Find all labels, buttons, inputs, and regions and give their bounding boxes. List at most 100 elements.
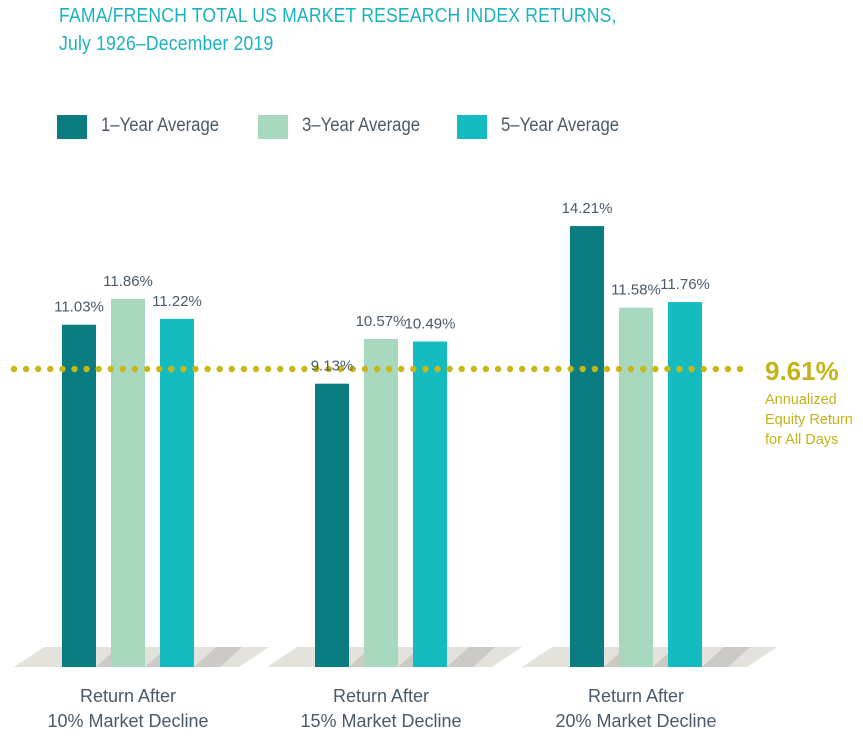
reference-line-dot	[10, 365, 18, 373]
reference-line-dot	[95, 365, 102, 373]
reference-line-dot	[603, 365, 611, 373]
reference-line-dot	[47, 365, 54, 373]
legend-swatch-1-year	[57, 115, 87, 139]
reference-line-dot	[458, 365, 465, 373]
reference-line-dot	[349, 365, 356, 373]
reference-line-dot	[361, 365, 369, 373]
reference-line-dot	[712, 365, 719, 373]
value-label-3-2: 11.58%	[611, 282, 661, 299]
reference-line-dot	[446, 365, 453, 373]
category-label-1: Return After	[80, 686, 176, 706]
value-label-2-2: 10.57%	[356, 313, 407, 330]
reference-line-dot	[664, 365, 671, 373]
reference-line-dot	[59, 365, 66, 373]
reference-line-dot	[71, 365, 78, 373]
reference-line-dot	[240, 365, 248, 373]
reference-line-dot	[385, 365, 393, 373]
value-label-2-1: 9.13%	[311, 358, 354, 375]
reference-line-dot	[22, 365, 30, 373]
reference-line-dot	[422, 365, 429, 373]
reference-line-dot	[204, 365, 211, 373]
category-label-3: Return After	[588, 686, 684, 706]
reference-line-dot	[434, 365, 441, 373]
reference-line-dot	[325, 365, 332, 373]
reference-line-dot	[506, 365, 514, 373]
value-label-1-1: 11.03%	[54, 299, 104, 316]
reference-line-dot	[156, 365, 163, 373]
reference-caption-line: for All Days	[765, 432, 838, 448]
reference-line-dot	[736, 365, 744, 373]
reference-line-dot	[107, 365, 115, 373]
value-label-3-3: 11.76%	[660, 276, 710, 293]
reference-line-dot	[567, 365, 574, 373]
reference-caption-line: Annualized	[765, 392, 837, 408]
reference-line-dot	[83, 365, 90, 373]
reference-line-dot	[482, 365, 490, 373]
legend-label-5-year: 5–Year Average	[501, 115, 620, 136]
reference-line-dot	[410, 365, 417, 373]
reference-line-dot	[313, 365, 320, 373]
reference-line-dot	[724, 365, 732, 373]
reference-line-dot	[531, 365, 538, 373]
reference-line-dot	[337, 365, 344, 373]
reference-line-dot	[289, 365, 296, 373]
reference-caption-line: Equity Return	[765, 412, 853, 428]
reference-line-dot	[494, 365, 502, 373]
reference-line-dot	[192, 365, 199, 373]
bar-shadow	[447, 647, 495, 667]
bar-1-2	[111, 298, 145, 667]
reference-line-dot	[143, 365, 151, 373]
reference-line-dot	[591, 365, 598, 373]
legend-swatch-5-year	[457, 115, 487, 139]
value-label-3-1: 14.21%	[562, 200, 613, 217]
reference-line-dot	[700, 365, 707, 373]
value-label-1-3: 11.22%	[152, 293, 202, 310]
reference-line-dot	[252, 365, 260, 373]
reference-line-dot	[168, 365, 175, 373]
bar-2-1	[315, 383, 349, 667]
reference-line-dot	[180, 365, 187, 373]
reference-line-dot	[264, 365, 272, 373]
reference-line-dot	[119, 365, 127, 373]
reference-line-dot	[640, 365, 647, 373]
legend-label-1-year: 1–Year Average	[101, 115, 220, 136]
bar-3-3	[668, 302, 702, 667]
bar-2-3	[413, 341, 447, 667]
reference-line-dot	[688, 365, 695, 373]
value-label-2-3: 10.49%	[405, 315, 456, 332]
reference-line-dot	[627, 365, 635, 373]
legend-swatch-3-year	[258, 115, 288, 139]
bar-3-1	[570, 226, 604, 667]
bar-2-2	[364, 339, 398, 667]
reference-line-dot	[228, 365, 235, 373]
reference-line-dot	[277, 365, 284, 373]
chart-title: FAMA/FRENCH TOTAL US MARKET RESEARCH IND…	[59, 5, 617, 27]
reference-line-dot	[35, 365, 42, 373]
category-label-2: Return After	[333, 686, 429, 706]
reference-line-dot	[470, 365, 477, 373]
bar-3-2	[619, 307, 653, 667]
bar-shadow	[702, 647, 750, 667]
reference-line-dot	[301, 365, 308, 373]
bar-shadow	[194, 647, 242, 667]
reference-line-dot	[519, 365, 526, 373]
chart-subtitle: July 1926–December 2019	[59, 33, 274, 55]
category-label-1: 10% Market Decline	[47, 711, 208, 731]
value-label-1-2: 11.86%	[103, 273, 153, 290]
category-label-2: 15% Market Decline	[300, 711, 461, 731]
reference-line-dot	[216, 365, 223, 373]
reference-line-dot	[579, 365, 586, 373]
reference-line-dot	[543, 365, 550, 373]
reference-line-dot	[398, 365, 405, 373]
bar-1-3	[160, 318, 194, 667]
reference-line-dot	[555, 365, 562, 373]
reference-line-dot	[131, 365, 139, 373]
reference-value-label: 9.61%	[765, 356, 839, 386]
reference-line-dot	[676, 365, 683, 373]
bar-1-1	[62, 324, 96, 667]
legend-label-3-year: 3–Year Average	[302, 115, 421, 136]
reference-line-dot	[615, 365, 623, 373]
reference-line-dot	[652, 365, 659, 373]
category-label-3: 20% Market Decline	[555, 711, 716, 731]
